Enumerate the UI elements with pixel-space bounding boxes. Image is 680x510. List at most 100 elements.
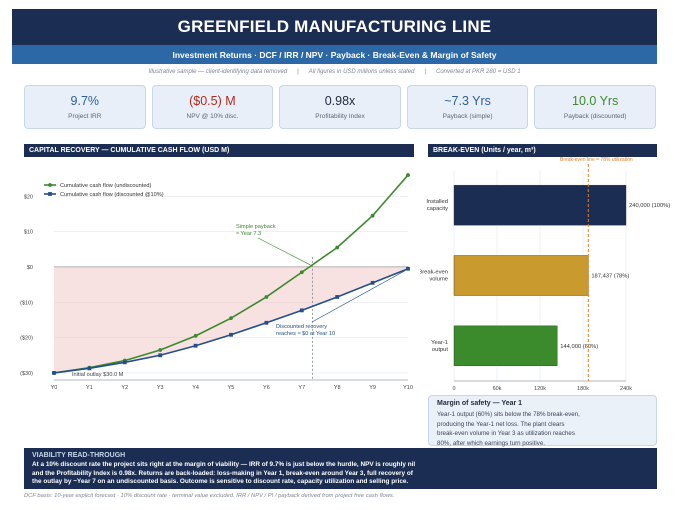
legend-marker — [48, 192, 52, 196]
note-separator: | — [424, 69, 427, 75]
x-tick-label: Y0 — [51, 385, 58, 391]
discounted-data-point — [335, 295, 340, 299]
kpi-card: 9.7% Project IRR — [24, 85, 146, 129]
page-title: GREENFIELD MANUFACTURING LINE — [177, 17, 492, 36]
viability-line: the outlay by ~Year 7 on an undiscounted… — [32, 478, 409, 485]
viability-line: At a 10% discount rate the project sits … — [32, 461, 416, 468]
kpi-label: Payback (simple) — [442, 113, 493, 120]
x-tick-label: Y1 — [86, 385, 93, 391]
undiscounted-data-point — [335, 245, 340, 250]
kpi-value: 9.7% — [70, 94, 100, 108]
break-even-bar — [453, 184, 627, 226]
kpi-row: 9.7% Project IRR ($0.5) M NPV @ 10% disc… — [24, 85, 656, 129]
undiscounted-data-point — [229, 316, 233, 321]
safety-line: producing the Year-1 net loss. The plant… — [437, 420, 565, 428]
discounted-data-point — [158, 353, 163, 358]
kpi-card: ~7.3 Yrs Payback (simple) — [406, 85, 529, 129]
kpi-label: Profitability Index — [315, 113, 365, 120]
x-tick-label: Y7 — [298, 385, 305, 391]
x-tick-label: Y5 — [228, 385, 235, 391]
x-tick-label: 60k — [493, 386, 502, 392]
bar-value-label: 240,000 (100%) — [629, 203, 670, 209]
x-tick-label: 240k — [620, 386, 632, 392]
undiscounted-data-point — [264, 295, 269, 299]
safety-line: Year-1 output (60%) sits below the 78% b… — [437, 411, 580, 418]
note-line: Illustrative sample — client-identifying… — [12, 66, 657, 78]
viability-body: At a 10% discount rate the project sits … — [32, 461, 649, 487]
safety-title: Margin of safety — Year 1 — [437, 400, 523, 407]
initial-outlay-annotation: Initial outlay $30.0 M — [72, 372, 124, 378]
kpi-label: NPV @ 10% disc. — [186, 113, 239, 120]
break-even-chart: 0 60k 120k 180k 240k Installed capacity 240,000… — [420, 157, 670, 392]
category-label: Year-1 output — [431, 340, 448, 353]
y-tick-label: ($20) — [20, 336, 33, 342]
bar-value-label: 187,437 (78%) — [591, 274, 629, 280]
kpi-value: 10.0 Yrs — [572, 94, 619, 108]
kpi-label: Payback (discounted) — [563, 113, 627, 120]
x-tick-label: 180k — [577, 386, 589, 392]
title-bar: GREENFIELD MANUFACTURING LINE — [12, 9, 657, 45]
safety-line: break-even volume in Year 3 as utilizati… — [437, 430, 575, 437]
undiscounted-data-point — [370, 213, 375, 218]
simple-payback-annotation: Simple payback ≈ Year 7.3 — [236, 224, 276, 237]
x-tick-label: Y2 — [121, 385, 128, 391]
discounted-data-point — [370, 280, 375, 285]
viability-line: and the Profitability Index is 0.98x. Re… — [32, 469, 413, 477]
break-even-section-header: BREAK-EVEN (Units / year, m³) — [428, 144, 657, 157]
break-even-bar — [453, 255, 589, 296]
category-label: Installed capacity — [426, 199, 448, 212]
x-tick-label: Y6 — [263, 385, 270, 391]
safety-body: Year-1 output (60%) sits below the 78% b… — [437, 410, 648, 448]
discounted-data-point — [406, 266, 410, 271]
discounted-data-point — [299, 308, 304, 313]
x-tick-label: Y10 — [403, 385, 413, 391]
y-tick-label: $20 — [24, 194, 33, 200]
x-tick-label: Y3 — [157, 385, 164, 391]
discounted-data-point — [122, 360, 127, 365]
kpi-value: ($0.5) M — [189, 94, 236, 108]
subtitle-bar: Investment Returns · DCF / IRR / NPV · P… — [12, 45, 657, 64]
safety-line: 80%, after which earnings turn positive. — [437, 439, 545, 447]
undiscounted-data-point — [406, 173, 410, 177]
y-tick-label: ($10) — [20, 300, 33, 306]
discounted-data-point — [52, 371, 56, 375]
kpi-label: Project IRR — [68, 113, 102, 120]
break-even-bar — [453, 325, 558, 367]
undiscounted-data-point — [193, 333, 198, 338]
undiscounted-data-point — [158, 348, 163, 352]
x-tick-label: Y9 — [369, 385, 376, 391]
category-label: Break-even volume — [420, 270, 448, 283]
discounted-data-point — [87, 366, 92, 371]
undiscounted-data-point — [299, 270, 304, 275]
viability-panel: VIABILITY READ-THROUGH At a 10% discount… — [24, 448, 657, 489]
y-tick-label: $0 — [27, 265, 33, 271]
kpi-card: ($0.5) M NPV @ 10% disc. — [151, 85, 274, 129]
simple-payback-leader — [257, 237, 311, 266]
cumulative-cash-flow-chart: $20 $10 $0 ($10) ($20) ($30) Y0 Y1 Y2 Y3 Y4 Y5 Y6 Y7 Y… — [20, 173, 413, 391]
x-tick-label: 120k — [534, 386, 546, 392]
y-tick-label: ($30) — [20, 371, 33, 377]
x-tick-label: Y4 — [192, 385, 199, 391]
viability-title: VIABILITY READ-THROUGH — [32, 452, 126, 459]
page-subtitle: Investment Returns · DCF / IRR / NPV · P… — [172, 49, 497, 60]
kpi-value: 0.98x — [324, 94, 356, 108]
bar-value-label: 144,000 (60%) — [560, 344, 598, 350]
note-text: Illustrative sample — client-identifying… — [148, 69, 288, 75]
discounted-data-point — [193, 343, 198, 348]
discounted-data-point — [264, 320, 269, 325]
y-tick-label: $10 — [24, 230, 33, 236]
discounted-data-point — [229, 332, 233, 337]
x-tick-label: 0 — [452, 386, 455, 392]
x-tick-label: Y8 — [334, 385, 341, 391]
reference-line-label: Break-even line = 78% utilization — [560, 157, 633, 163]
cash-flow-section-header: CAPITAL RECOVERY — CUMULATIVE CASH FLOW … — [24, 144, 414, 157]
legend-marker — [48, 183, 52, 187]
note-separator: | — [297, 69, 299, 75]
kpi-card: 10.0 Yrs Payback (discounted) — [534, 85, 656, 129]
discounted-recovery-annotation: Discounted recovery reaches ≈ $0 at Year … — [276, 324, 335, 337]
footer-note: DCF basis: 10-year explicit forecast · 1… — [24, 493, 395, 499]
margin-of-safety-box: Margin of safety — Year 1 Year-1 output … — [428, 395, 657, 448]
legend-label: Cumulative cash flow (undiscounted) — [60, 183, 152, 189]
kpi-value: ~7.3 Yrs — [444, 94, 491, 108]
legend-label: Cumulative cash flow (discounted @10%) — [60, 192, 164, 198]
